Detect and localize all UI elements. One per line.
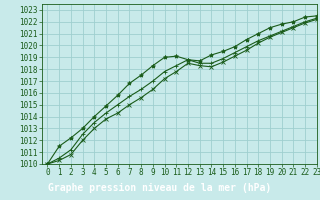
Text: Graphe pression niveau de la mer (hPa): Graphe pression niveau de la mer (hPa) bbox=[48, 183, 272, 193]
